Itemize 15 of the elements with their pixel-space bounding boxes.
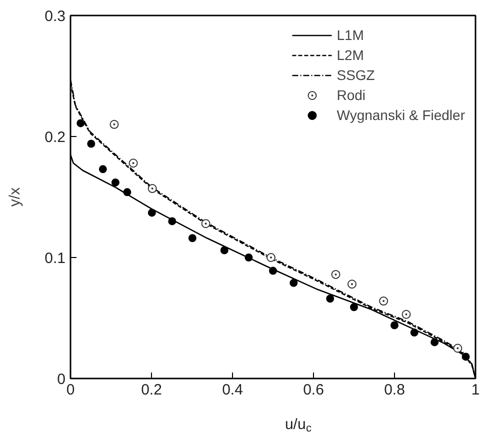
x-tick-label: 0.8	[384, 382, 405, 398]
y-tick-label: 0.2	[44, 129, 66, 146]
legend-label: Rodi	[336, 87, 366, 103]
x-tick-label: 0.6	[303, 382, 324, 398]
y-tick-label: 0.1	[44, 250, 66, 267]
legend-label: L2M	[336, 47, 364, 63]
x-tick-label: 0.2	[141, 382, 162, 398]
x-tick-label: 1	[471, 382, 480, 398]
legend-label: Wygnanski & Fiedler	[336, 107, 465, 123]
y-tick-label: 0.3	[44, 8, 66, 25]
y-tick-label: 0	[57, 371, 66, 388]
y-axis-title: y/x	[6, 186, 24, 207]
legend-label: SSGZ	[336, 67, 375, 83]
x-tick-label: 0.4	[222, 382, 243, 398]
legend-label: L1M	[336, 27, 364, 43]
